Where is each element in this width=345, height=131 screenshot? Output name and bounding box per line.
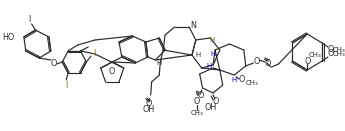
Text: O: O <box>328 45 334 54</box>
Text: O: O <box>239 75 245 84</box>
Text: O: O <box>50 59 57 67</box>
Text: I: I <box>93 48 95 58</box>
Text: O: O <box>197 91 204 100</box>
Text: O: O <box>108 67 115 77</box>
Text: O: O <box>194 97 200 107</box>
Text: CH₃: CH₃ <box>333 47 345 53</box>
Text: O: O <box>265 59 271 67</box>
Text: O: O <box>253 56 259 66</box>
Text: O: O <box>146 99 152 108</box>
Text: HO: HO <box>2 32 14 42</box>
Text: OH: OH <box>204 102 216 111</box>
Text: O: O <box>304 56 310 66</box>
Text: I: I <box>29 15 31 24</box>
Text: H: H <box>209 37 215 43</box>
Text: OH: OH <box>142 105 155 113</box>
Text: O: O <box>328 50 334 59</box>
Text: H: H <box>157 60 162 66</box>
Text: CH₃: CH₃ <box>245 80 258 86</box>
Text: H: H <box>207 63 212 69</box>
Text: O: O <box>213 97 219 105</box>
Text: CH₃: CH₃ <box>308 52 321 58</box>
Text: CH₃: CH₃ <box>333 51 345 57</box>
Text: H: H <box>231 77 237 83</box>
Text: N: N <box>190 20 196 29</box>
Text: CH₃: CH₃ <box>190 110 203 116</box>
Text: H: H <box>210 51 216 57</box>
Text: I: I <box>65 81 67 89</box>
Text: H: H <box>195 52 200 58</box>
